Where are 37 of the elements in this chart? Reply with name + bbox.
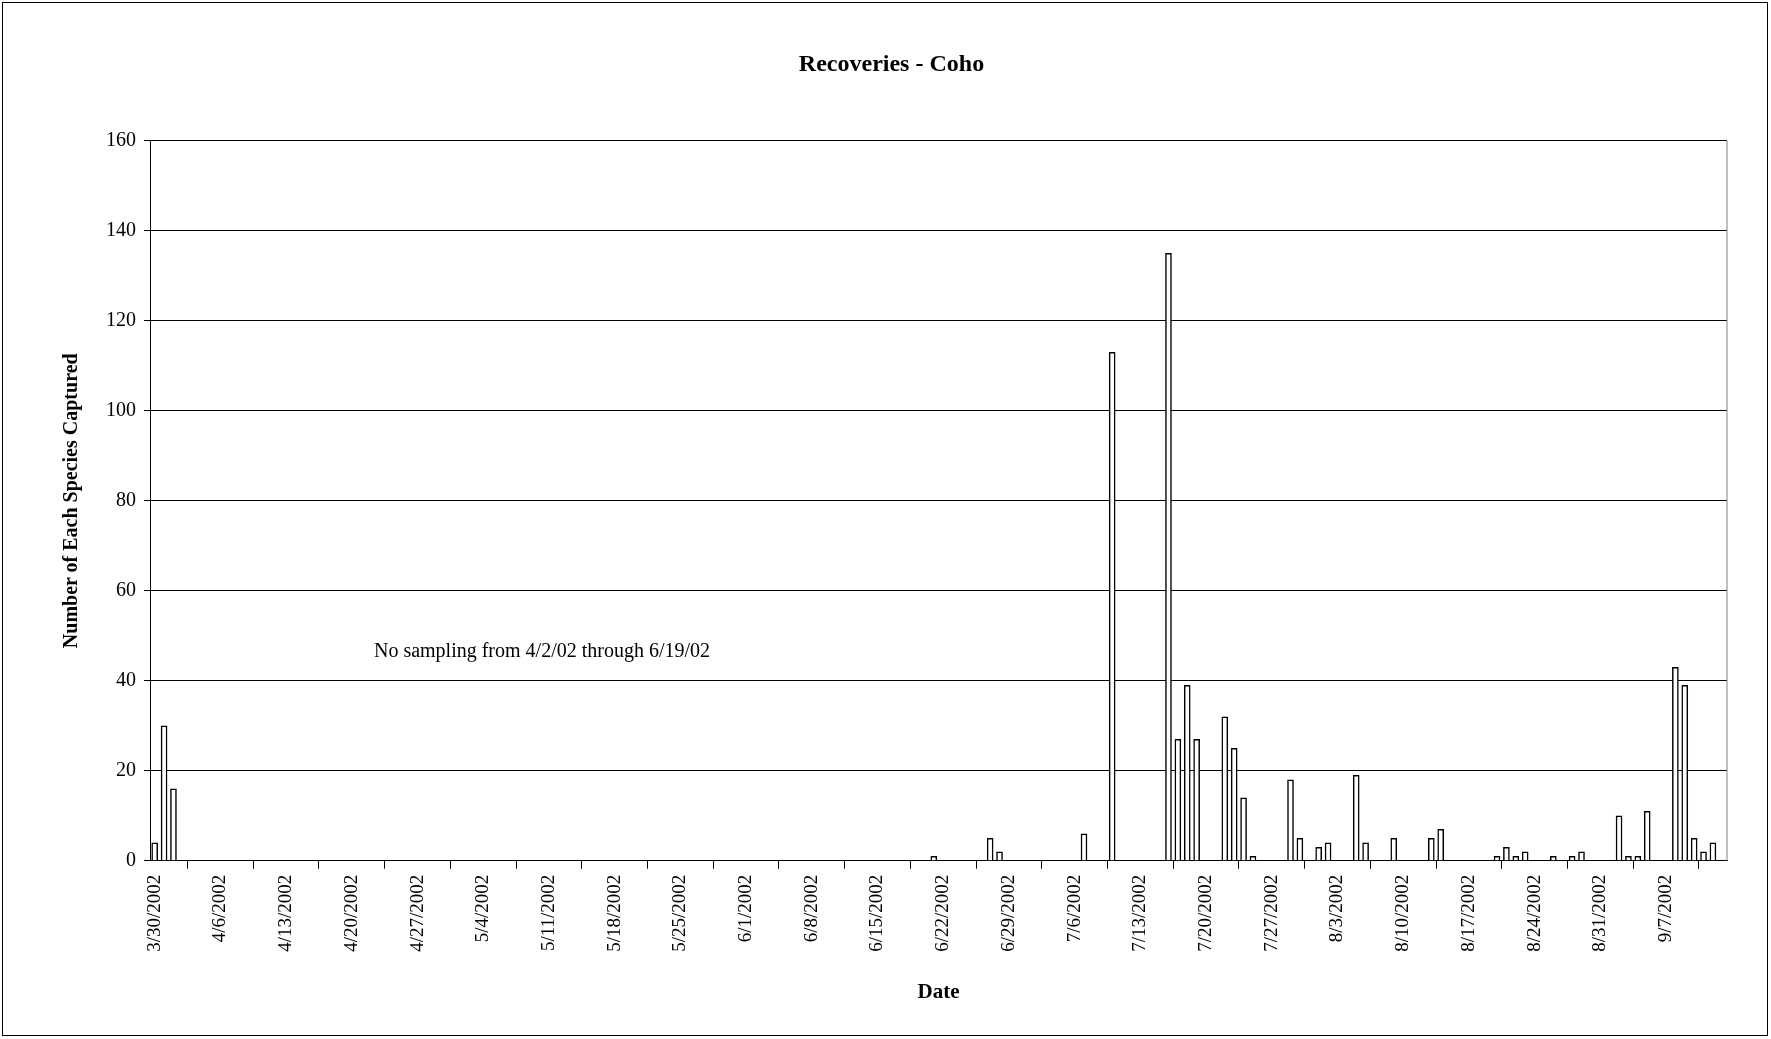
x-tick-label: 8/31/2002 [1588, 874, 1610, 952]
x-tick-label: 5/4/2002 [471, 874, 493, 943]
y-tick-label: 40 [116, 668, 136, 691]
annotation: No sampling from 4/2/02 through 6/19/02 [373, 639, 711, 663]
x-tick-label: 7/13/2002 [1128, 874, 1150, 952]
x-tick-label: 5/11/2002 [536, 874, 558, 952]
x-tick-label: 5/25/2002 [668, 874, 690, 952]
y-tick-label: 60 [116, 578, 136, 601]
y-axis-title: Number of Each Species Captured [59, 353, 83, 649]
x-tick-label: 6/8/2002 [799, 874, 821, 943]
x-tick-label: 8/17/2002 [1456, 874, 1478, 952]
x-tick-label: 3/30/2002 [142, 874, 164, 952]
y-tick-label: 140 [106, 218, 136, 241]
y-tick-label: 120 [106, 308, 136, 331]
x-tick-label: 7/6/2002 [1062, 874, 1084, 943]
x-tick-label: 9/7/2002 [1653, 874, 1675, 943]
x-tick-label: 6/22/2002 [931, 874, 953, 952]
y-tick-label: 80 [116, 488, 136, 511]
x-tick-label: 7/27/2002 [1259, 874, 1281, 952]
x-tick-label: 4/6/2002 [208, 874, 230, 943]
x-tick-label: 5/18/2002 [602, 874, 624, 952]
y-tick-label: 160 [106, 128, 136, 151]
chart-title: Recoveries - Coho [798, 49, 985, 76]
x-tick-label: 8/10/2002 [1391, 874, 1413, 952]
x-axis-title: Date [917, 978, 960, 1003]
x-tick-label: 6/15/2002 [865, 874, 887, 952]
y-tick-label: 0 [126, 847, 136, 870]
x-tick-label: 7/20/2002 [1194, 874, 1216, 952]
y-tick-label: 100 [106, 398, 136, 421]
x-tick-label: 4/13/2002 [274, 874, 296, 952]
x-tick-label: 6/29/2002 [996, 874, 1018, 952]
x-tick-label: 4/20/2002 [339, 874, 361, 952]
x-tick-label: 8/24/2002 [1522, 874, 1544, 952]
x-tick-label: 6/1/2002 [734, 874, 756, 943]
y-tick-label: 20 [116, 758, 136, 780]
x-tick-label: 8/3/2002 [1325, 874, 1347, 943]
x-tick-label: 4/27/2002 [405, 874, 427, 952]
